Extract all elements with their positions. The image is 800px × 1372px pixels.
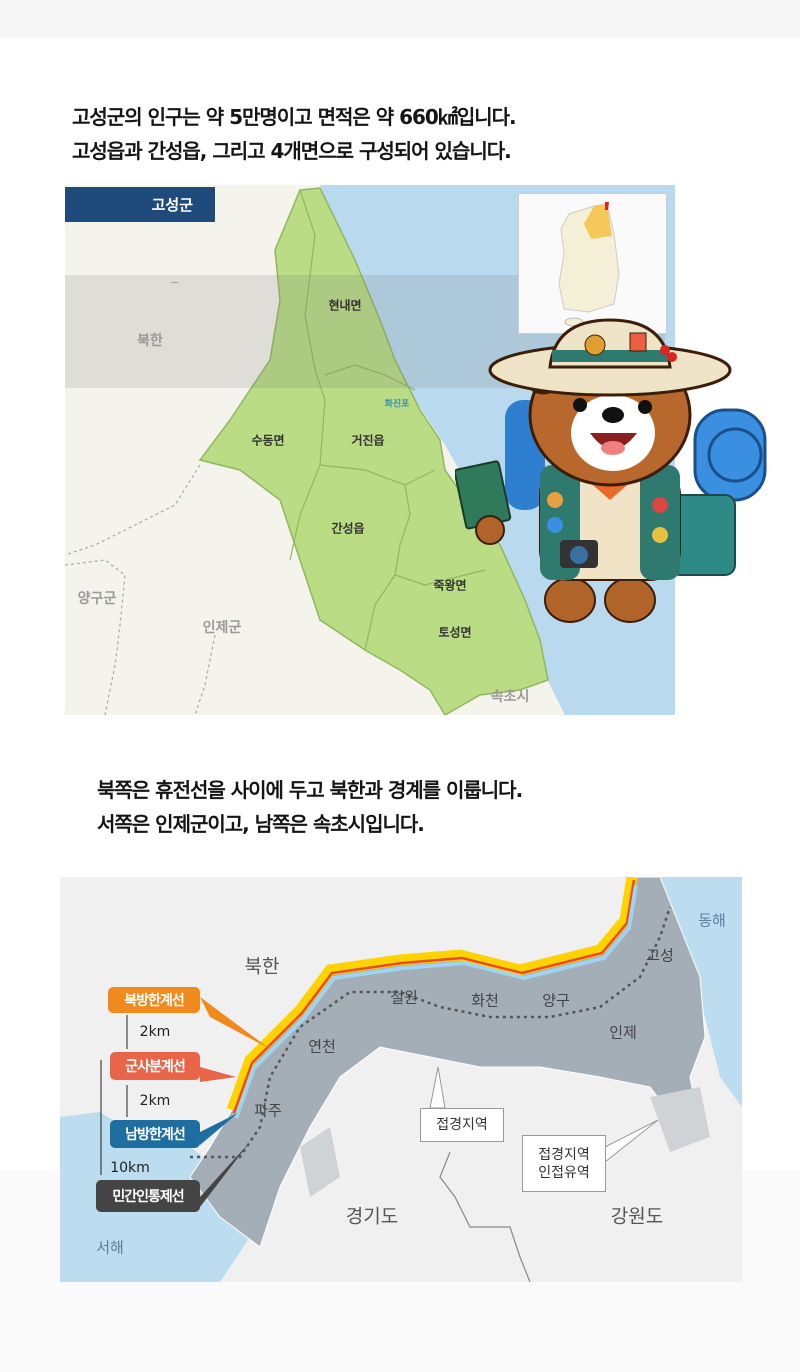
label-toseong: 토성면 [438, 625, 472, 640]
label-gyeonggi: 경기도 [345, 1205, 399, 1228]
label-cheorwon: 철원 [390, 988, 418, 1007]
intro-line-2: 고성읍과 간성읍, 그리고 4개면으로 구성되어 있습니다. [72, 139, 512, 163]
label-inje: 인제 [609, 1023, 637, 1042]
label-inje: 인제군 [202, 620, 242, 636]
district-borders [289, 189, 486, 651]
mdl-line [232, 879, 636, 1114]
nll-line [226, 877, 638, 1112]
label-goseong: 고성 [646, 946, 674, 965]
adjacent-basin [300, 1087, 710, 1197]
label-hwajinpo: 화진포 [384, 399, 410, 410]
small-label: ··· [171, 279, 179, 287]
distance-2: 2km [139, 1093, 171, 1109]
sll-line [234, 884, 638, 1119]
distance-arrows [100, 1015, 128, 1175]
goseong-land [198, 187, 549, 715]
label-hyeonnae: 현내면 [328, 298, 362, 313]
label-yeoncheon: 연천 [308, 1037, 336, 1056]
ccl-pointer [200, 1142, 250, 1207]
label-north-korea: 북한 [244, 955, 280, 978]
border-line-2: 서쪽은 인제군이고, 남쪽은 속초시입니다. [97, 812, 425, 836]
label-yanggu: 양구 [542, 991, 570, 1010]
map-title: 고성군 [65, 187, 215, 222]
intro-line-1: 고성군의 인구는 약 5만명이고 면적은 약 660㎢입니다. [72, 105, 517, 129]
mdl-tag: 군사분계선 [110, 1052, 200, 1080]
distance-1: 2km [139, 1024, 171, 1040]
label-yanggu: 양구군 [77, 591, 117, 607]
callout-border-area-text: 접경지역 [436, 1117, 488, 1133]
label-paju: 파주 [254, 1101, 282, 1120]
callout-adjacent-basin: 접경지역 인접유역 [522, 1135, 606, 1192]
label-hwacheon: 화천 [471, 991, 499, 1010]
nll-tag: 북방한계선 [108, 987, 200, 1013]
border-line-1: 북쪽은 휴전선을 사이에 두고 북한과 경계를 이룹니다. [97, 778, 523, 802]
callout-pointer-1 [429, 1066, 446, 1109]
label-west-sea: 서해 [96, 1238, 124, 1257]
ccl-tag: 민간인통제선 [96, 1180, 200, 1212]
label-gangwon: 강원도 [610, 1205, 664, 1228]
nll-pointer [200, 997, 270, 1049]
label-east-sea: 동해 [698, 911, 726, 930]
label-jugwang: 죽왕면 [433, 578, 467, 593]
sll-tag: 남방한계선 [110, 1120, 200, 1148]
callout-adjacent-line-1: 접경지역 [538, 1146, 590, 1163]
label-sokcho: 속초시 [490, 689, 530, 705]
bear-mascot-illustration [455, 318, 767, 623]
label-sudong: 수동면 [251, 433, 285, 448]
label-geojin: 거진읍 [351, 433, 385, 448]
border-text: 북쪽은 휴전선을 사이에 두고 북한과 경계를 이룹니다. 서쪽은 인제군이고,… [97, 773, 523, 841]
callout-pointer-2 [604, 1119, 659, 1164]
province-border [439, 1151, 531, 1282]
county-borders [65, 464, 216, 715]
callout-border-area: 접경지역 [420, 1108, 504, 1142]
dmz-map: 북한 동해 서해 고성 철원 화천 양구 인제 연천 파주 경기도 강원도 북방… [60, 877, 742, 1282]
korea-inset-map [518, 193, 667, 334]
mdl-pointer [200, 1067, 236, 1082]
callout-adjacent-line-2: 인접유역 [538, 1164, 590, 1181]
sll-pointer [200, 1113, 238, 1145]
korea-inset-graphic [558, 202, 620, 327]
intro-text: 고성군의 인구는 약 5만명이고 면적은 약 660㎢입니다. 고성읍과 간성읍… [72, 100, 517, 168]
label-ganseong: 간성읍 [331, 521, 365, 536]
distance-3: 10km [110, 1160, 150, 1176]
label-north-korea: 북한 [137, 333, 163, 349]
top-band [0, 0, 800, 38]
